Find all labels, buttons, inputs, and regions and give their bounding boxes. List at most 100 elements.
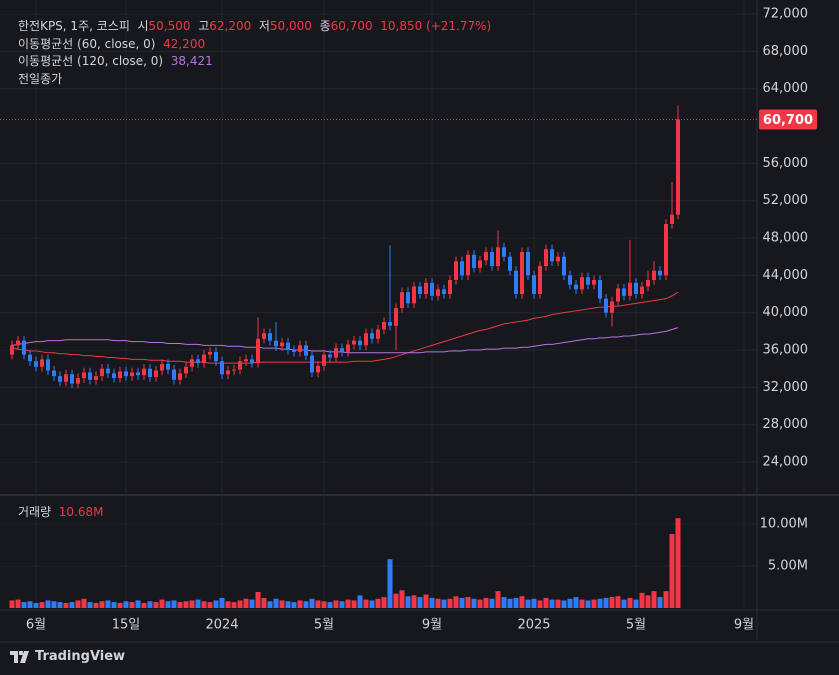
volume-bar <box>423 594 429 608</box>
volume-bar <box>267 601 273 608</box>
volume-bar <box>369 600 375 608</box>
candle-body <box>310 355 314 373</box>
candle-body <box>64 374 68 382</box>
legend: 한전KPS, 1주, 코스피 시50,500 고62,200 저50,000 종… <box>18 18 491 88</box>
volume-bar <box>513 597 519 608</box>
candle-body <box>244 359 248 362</box>
volume-bar <box>561 600 567 608</box>
ohlc: 시50,500 고62,200 저50,000 종60,700 <box>138 19 381 33</box>
candle-body <box>484 252 488 261</box>
candle-body <box>544 249 548 267</box>
candle-body <box>550 249 554 262</box>
volume-bar <box>351 600 357 608</box>
candle-body <box>514 270 518 295</box>
volume-bar <box>489 598 495 608</box>
candle-body <box>232 369 236 371</box>
volume-bar <box>141 602 147 608</box>
volume-bar <box>573 597 579 608</box>
candle-body <box>58 376 62 382</box>
volume-bar <box>123 601 129 608</box>
y-tick-label: 56,000 <box>763 156 809 171</box>
volume-bar <box>297 600 303 608</box>
candle-body <box>76 378 80 384</box>
volume-bar <box>15 599 21 608</box>
candle-body <box>346 344 350 352</box>
volume-bar <box>9 600 15 608</box>
candle-body <box>16 340 20 346</box>
volume-bar <box>555 599 561 608</box>
chart: 6월 15일 2024 5월 9월 2025 5월 9월 72,000 68,000 64,000 5… <box>0 0 839 645</box>
candle-body <box>250 359 254 364</box>
ohlc-label: 시 <box>137 19 149 33</box>
y-tick-label: 68,000 <box>763 44 809 59</box>
candle-body <box>136 372 140 376</box>
candle-body <box>340 348 344 352</box>
candle-body <box>88 372 92 380</box>
volume-bar <box>657 597 663 608</box>
volume-bar <box>417 597 423 608</box>
candle-body <box>352 340 356 345</box>
x-tick-label: 5월 <box>314 618 334 633</box>
candle-body <box>52 370 56 377</box>
volume-bar <box>531 598 537 608</box>
volume-bar <box>327 602 333 608</box>
candle-body <box>256 338 260 364</box>
candle-body <box>142 368 146 376</box>
candle-body <box>478 260 482 268</box>
ohlc-value: 62,200 <box>209 19 252 33</box>
candle-body <box>388 322 392 326</box>
ohlc-label: 저 <box>258 19 270 33</box>
candle-body <box>94 376 98 380</box>
candle-body <box>610 301 614 313</box>
candle-body <box>616 288 620 302</box>
volume-legend: 거래량 10.68M <box>18 503 103 520</box>
volume-bar <box>333 600 339 608</box>
volume-bar <box>597 598 603 608</box>
y-tick-label: 36,000 <box>763 343 809 358</box>
logo <box>10 650 29 663</box>
candle-body <box>430 282 434 296</box>
candle-body <box>298 345 302 352</box>
volume-bar <box>285 601 291 608</box>
candle-body <box>574 284 578 290</box>
volume-bar <box>405 596 411 608</box>
footer[interactable]: TradingView <box>10 649 125 664</box>
volume-bar <box>183 601 189 608</box>
candle-body <box>46 359 50 371</box>
candle-body <box>106 368 110 374</box>
candle-body <box>466 254 470 276</box>
volume-bar <box>663 591 669 608</box>
candle-body <box>208 351 212 355</box>
volume-bar <box>537 600 543 608</box>
candle-body <box>442 289 446 295</box>
candle-body <box>568 275 572 285</box>
candle-body <box>268 333 272 341</box>
candle-body <box>22 340 26 355</box>
volume-bar <box>495 591 501 608</box>
candle-body <box>148 368 152 378</box>
volume-bar <box>75 600 81 608</box>
y-tick-label: 72,000 <box>763 7 809 22</box>
candle-body <box>520 252 524 295</box>
ma-legend: 이동평균선 (60, close, 0) 42,200 <box>18 36 491 54</box>
candle-body <box>82 372 86 379</box>
volume-bar <box>279 600 285 608</box>
background <box>0 0 839 645</box>
volume-bar <box>675 518 681 608</box>
candle-body <box>538 266 542 295</box>
volume-bar <box>45 600 51 608</box>
candle-body <box>304 345 308 356</box>
ohlc-label: 고 <box>198 19 210 33</box>
candle-body <box>658 270 662 276</box>
volume-bar <box>621 599 627 608</box>
volume-bar <box>303 601 309 608</box>
legend-header: 한전KPS, 1주, 코스피 시50,500 고62,200 저50,000 종… <box>18 18 491 36</box>
volume-bar <box>525 599 531 608</box>
ma-value: 42,200 <box>163 36 206 51</box>
volume-bar <box>549 599 555 608</box>
volume-bar <box>21 602 27 608</box>
volume-bar <box>255 592 261 608</box>
candle-body <box>376 329 380 339</box>
candle-body <box>634 282 638 295</box>
